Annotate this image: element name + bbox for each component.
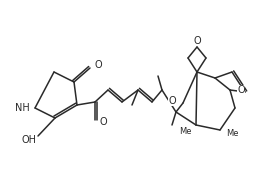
Text: Me: Me [179,127,192,136]
Text: O: O [94,60,102,70]
Text: O: O [193,36,201,46]
Text: O: O [237,85,244,95]
Text: OH: OH [21,135,36,145]
Text: O: O [99,117,107,127]
Text: O: O [168,96,176,106]
Text: NH: NH [15,103,30,113]
Text: Me: Me [226,129,239,138]
